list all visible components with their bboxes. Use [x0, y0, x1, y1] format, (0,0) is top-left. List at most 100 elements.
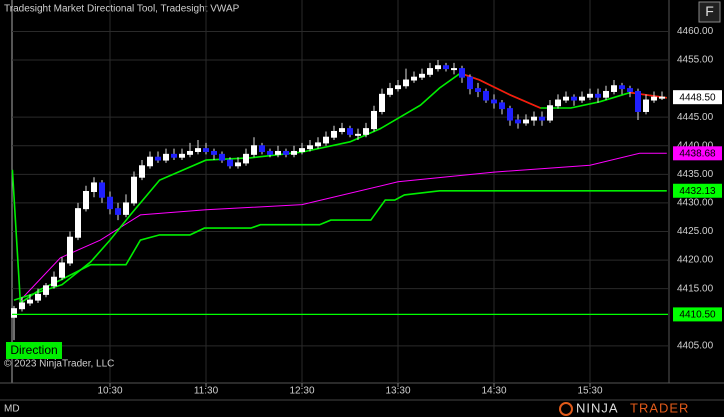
candle-body	[131, 176, 137, 204]
candle-body	[611, 85, 617, 92]
candle-body	[603, 90, 609, 98]
candle-body	[163, 153, 169, 161]
x-tick-label: 14:30	[481, 386, 506, 397]
candle-body	[123, 202, 129, 215]
candle-body	[427, 68, 433, 75]
candle-body	[587, 93, 593, 98]
logo-part: TRADER	[630, 400, 689, 415]
x-tick-label: 13:30	[385, 386, 410, 397]
price-marker	[673, 90, 722, 105]
candle-body	[555, 99, 561, 107]
candle-body	[595, 93, 601, 98]
candle-body	[571, 96, 577, 101]
price-marker-label: 4448.50	[679, 92, 716, 103]
candle-body	[259, 145, 265, 152]
candle-body	[59, 262, 65, 278]
candle-body	[347, 128, 353, 135]
candle-body	[115, 208, 121, 215]
candle-body	[507, 108, 513, 121]
logo-icon	[559, 402, 573, 416]
candle-body	[203, 148, 209, 152]
candle-body	[411, 76, 417, 81]
candle-body	[467, 76, 473, 90]
y-tick-label: 4445.00	[677, 112, 714, 123]
candle-body	[419, 73, 425, 78]
x-tick-label: 11:30	[194, 386, 219, 397]
y-tick-label: 4435.00	[677, 169, 714, 180]
logo-part: NINJA	[576, 400, 619, 415]
y-tick-label: 4405.00	[677, 340, 714, 351]
button[interactable]	[698, 1, 721, 23]
price-marker	[673, 183, 722, 198]
x-tick-label: 10:30	[97, 386, 122, 397]
candle-body	[339, 128, 345, 132]
indicator-box	[6, 342, 62, 359]
candle-body	[91, 182, 97, 192]
candle-body	[483, 90, 489, 101]
candle-body	[27, 299, 33, 304]
candle-body	[315, 142, 321, 147]
candle-body	[11, 308, 17, 318]
candle-body	[403, 79, 409, 87]
y-tick-label: 4430.00	[677, 198, 714, 209]
candle-body	[235, 162, 241, 167]
candle-body	[99, 182, 105, 198]
candle-body	[267, 150, 273, 155]
candle-body	[499, 102, 505, 110]
y-tick-label: 4440.00	[677, 140, 714, 151]
candle-body	[139, 165, 145, 178]
candle-body	[579, 96, 585, 101]
price-marker-label: 4410.50	[679, 310, 716, 321]
candle-body	[43, 285, 49, 295]
y-tick-label: 4415.00	[677, 283, 714, 294]
indicator-line	[20, 152, 667, 301]
candle-body	[563, 96, 569, 101]
candle-body	[363, 128, 369, 135]
candle-body	[211, 150, 217, 155]
candle-body	[395, 85, 401, 90]
candle-body	[435, 65, 441, 70]
candle-body	[283, 150, 289, 155]
candle-body	[627, 88, 633, 92]
candle-body	[179, 153, 185, 158]
candle-body	[83, 191, 89, 210]
candle-body	[251, 145, 257, 155]
candle-body	[51, 276, 57, 287]
candle-body	[19, 302, 25, 310]
candle-body	[147, 156, 153, 167]
candle-body	[219, 153, 225, 161]
candle-body	[291, 150, 297, 155]
candle-body	[331, 130, 337, 138]
candle-body	[379, 93, 385, 112]
candle-body	[451, 68, 457, 71]
y-tick-label: 4455.00	[677, 55, 714, 66]
candle-body	[643, 99, 649, 112]
candle-body	[155, 156, 161, 161]
chart-title: Tradesight Market Directional Tool, Trad…	[4, 4, 240, 15]
candle-body	[187, 150, 193, 155]
indicator-label: Direction	[10, 343, 57, 357]
candle-body	[659, 96, 665, 99]
candle-body	[75, 208, 81, 238]
candle-body	[531, 116, 537, 121]
candle-body	[107, 196, 113, 210]
candle-body	[475, 88, 481, 92]
candle-body	[371, 110, 377, 130]
candle-body	[323, 136, 329, 144]
candle-body	[307, 145, 313, 150]
price-marker	[673, 146, 722, 161]
y-tick-label: 4460.00	[677, 26, 714, 37]
price-marker-label: 4432.13	[679, 186, 716, 197]
candle-body	[67, 236, 73, 264]
candle-body	[635, 90, 641, 112]
button-label[interactable]: F	[705, 3, 714, 19]
candle-body	[539, 116, 545, 121]
candle-body	[547, 105, 553, 121]
candle-body	[523, 119, 529, 124]
candle-body	[459, 68, 465, 78]
candle-body	[619, 85, 625, 90]
instrument: MD	[4, 404, 20, 415]
candle-body	[35, 293, 41, 301]
candle-body	[243, 153, 249, 164]
